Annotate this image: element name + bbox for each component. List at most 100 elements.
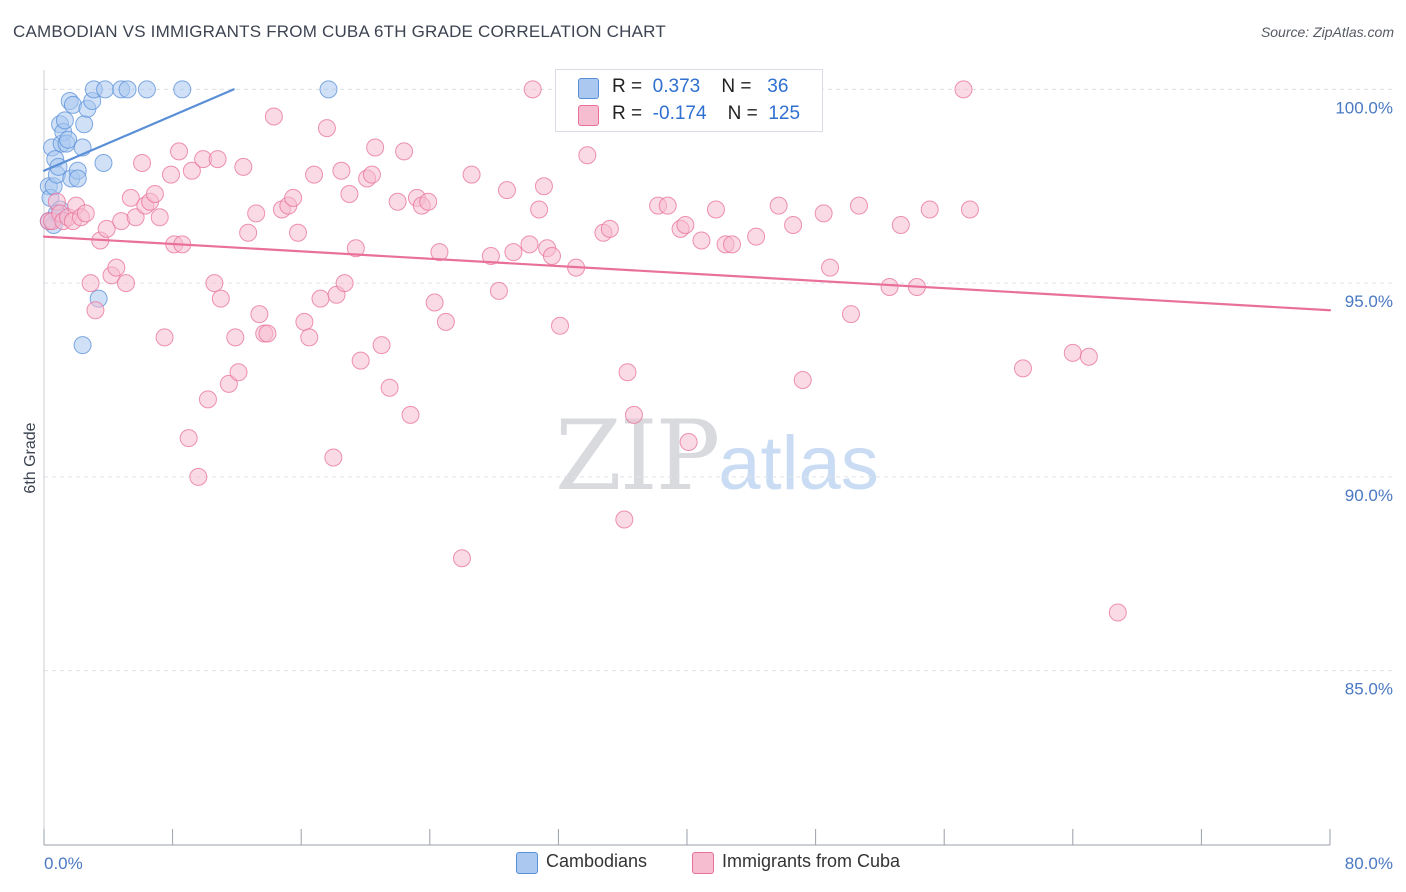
legend-swatch-cuba [578,105,599,126]
point-cuba-63 [351,351,370,370]
point-cuba-84 [520,235,539,254]
point-cambodians-26 [96,80,115,99]
legend-stats-cambodians: R = 0.373 N = 36 [612,76,789,97]
point-cuba-120 [960,200,979,219]
point-cuba-94 [600,219,619,238]
point-cuba-90 [551,316,570,335]
point-cuba-38 [219,374,238,393]
point-cuba-62 [346,239,365,258]
point-cuba-28 [170,142,189,161]
point-cuba-13 [97,219,116,238]
axes [43,70,1330,846]
point-cuba-121 [1013,359,1032,378]
point-cuba-71 [401,405,420,424]
point-cuba-44 [250,305,269,324]
point-cuba-97 [624,405,643,424]
trend-line-cambodians [42,88,235,172]
point-cuba-85 [523,80,542,99]
point-cuba-66 [366,138,385,157]
x-tick-label-max: 80.0% [1345,854,1393,873]
point-cuba-87 [534,177,553,196]
point-cuba-99 [658,196,677,215]
point-cuba-37 [211,289,230,308]
point-cuba-18 [121,188,140,207]
point-cuba-80 [481,247,500,265]
y-tick-label-95: 95.0% [1345,292,1393,311]
point-cuba-116 [891,216,910,234]
point-cuba-104 [706,200,725,219]
trend-lines [42,88,1332,312]
point-cuba-74 [419,192,438,211]
point-cuba-83 [504,243,523,262]
x-ticks [43,829,1331,845]
point-cambodians-31 [319,80,338,99]
legend-swatch-cambodians [578,78,599,99]
point-cuba-109 [784,216,803,234]
point-cuba-46 [258,324,277,343]
point-cuba-82 [497,181,516,200]
legend-stats-cuba: R = -0.174 N = 125 [612,103,801,124]
point-cuba-123 [1079,347,1098,366]
point-cuba-23 [145,185,164,203]
point-cuba-118 [920,200,939,219]
point-cuba-43 [247,204,266,223]
y-tick-label-100: 100.0% [1335,98,1393,117]
point-cuba-86 [530,200,549,219]
y-tick-label-90: 90.0% [1345,486,1393,505]
bottom-legend-label-cuba: Immigrants from Cuba [722,851,901,871]
point-cuba-107 [747,227,766,246]
point-cuba-113 [841,305,860,324]
y-axis-label: 6th Grade [22,422,39,493]
point-cuba-67 [372,336,391,355]
point-cuba-26 [161,165,180,184]
chart-title: CAMBODIAN VS IMMIGRANTS FROM CUBA 6TH GR… [13,22,666,41]
point-cuba-89 [542,247,561,265]
point-cuba-111 [814,204,833,223]
point-cuba-76 [430,243,449,262]
point-cuba-112 [821,258,840,277]
point-cuba-50 [284,188,303,207]
point-cuba-11 [86,301,105,320]
point-cambodians-20 [75,115,94,134]
point-cambodians-18 [68,169,87,188]
point-cuba-42 [239,223,258,242]
point-cambodians-25 [94,154,113,172]
point-cuba-39 [226,328,245,347]
point-cuba-57 [324,448,343,467]
point-cambodians-30 [173,80,192,99]
point-cuba-77 [436,312,455,331]
y-tick-labels: 85.0% 90.0% 95.0% 100.0% [1335,98,1393,698]
point-cuba-32 [189,467,208,486]
point-cuba-96 [618,363,637,382]
point-cuba-102 [679,433,698,451]
point-cambodians-11 [55,111,74,130]
point-cuba-59 [332,161,351,180]
point-cuba-110 [793,371,812,389]
point-cuba-47 [264,107,283,126]
point-cuba-68 [380,378,399,397]
point-cuba-20 [133,154,152,172]
source-label: Source: ZipAtlas.com [1260,24,1394,40]
point-cuba-60 [335,274,354,293]
point-cuba-52 [295,312,314,331]
point-cuba-61 [340,185,359,203]
point-cuba-108 [769,196,788,215]
point-cuba-15 [107,258,126,277]
point-cuba-75 [425,293,444,312]
point-cuba-79 [462,165,481,184]
point-cambodians-28 [118,80,137,99]
point-cuba-55 [311,289,330,308]
point-cuba-106 [723,235,742,254]
point-cuba-92 [578,146,597,165]
point-cambodians-29 [137,80,156,99]
trend-line-cuba [42,235,1332,312]
point-cambodians-13 [59,130,78,149]
point-cuba-10 [81,274,100,293]
point-cuba-40 [229,363,248,382]
point-cuba-30 [179,429,198,448]
point-cuba-41 [234,157,253,176]
point-cuba-81 [489,281,508,300]
grid-lines [44,88,1393,672]
bottom-legend-swatch-cambodians [516,852,538,874]
